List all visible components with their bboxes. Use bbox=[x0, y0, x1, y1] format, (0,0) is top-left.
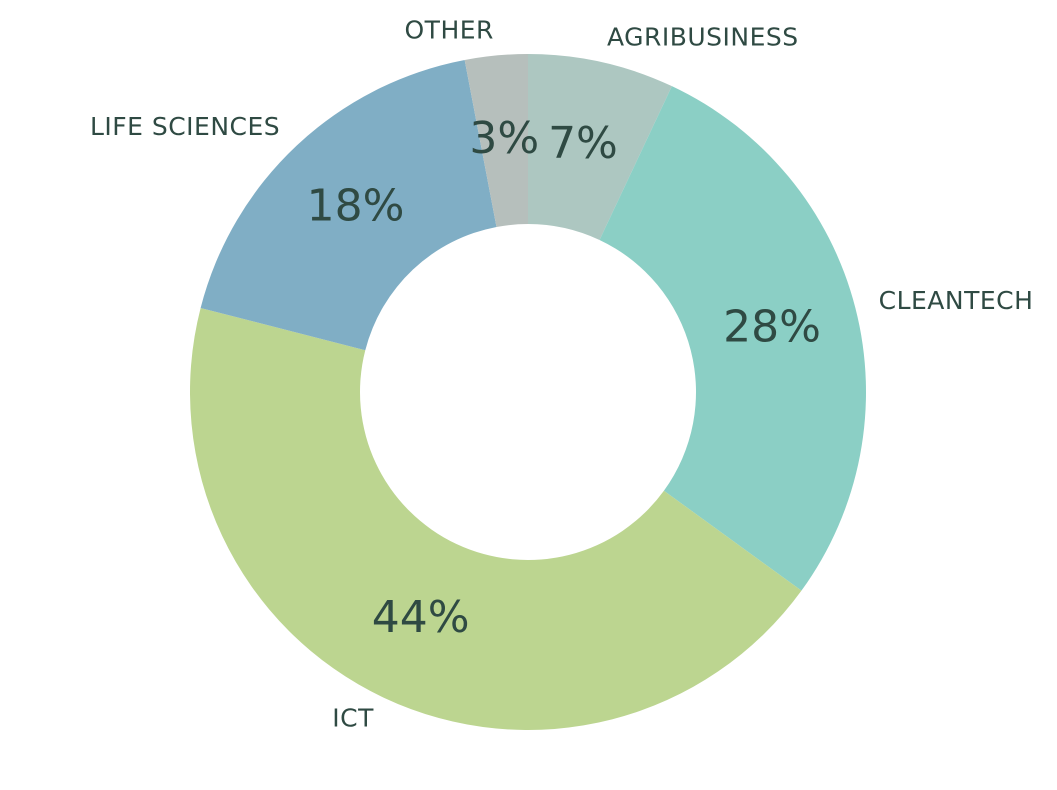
value-label: 7% bbox=[548, 118, 618, 169]
value-label: 18% bbox=[307, 180, 405, 231]
donut-segment bbox=[528, 54, 672, 240]
category-label: LIFE SCIENCES bbox=[90, 112, 280, 141]
category-label: OTHER bbox=[405, 16, 494, 45]
donut-segment bbox=[200, 59, 497, 351]
value-label: 3% bbox=[469, 113, 539, 164]
value-label: 44% bbox=[372, 592, 470, 643]
category-label: ICT bbox=[332, 704, 374, 733]
value-label: 28% bbox=[723, 301, 821, 352]
donut-segment bbox=[464, 54, 528, 227]
donut-segment bbox=[599, 86, 866, 591]
donut-segment bbox=[190, 307, 802, 730]
category-label: AGRIBUSINESS bbox=[607, 23, 799, 52]
category-label: CLEANTECH bbox=[879, 286, 1034, 315]
